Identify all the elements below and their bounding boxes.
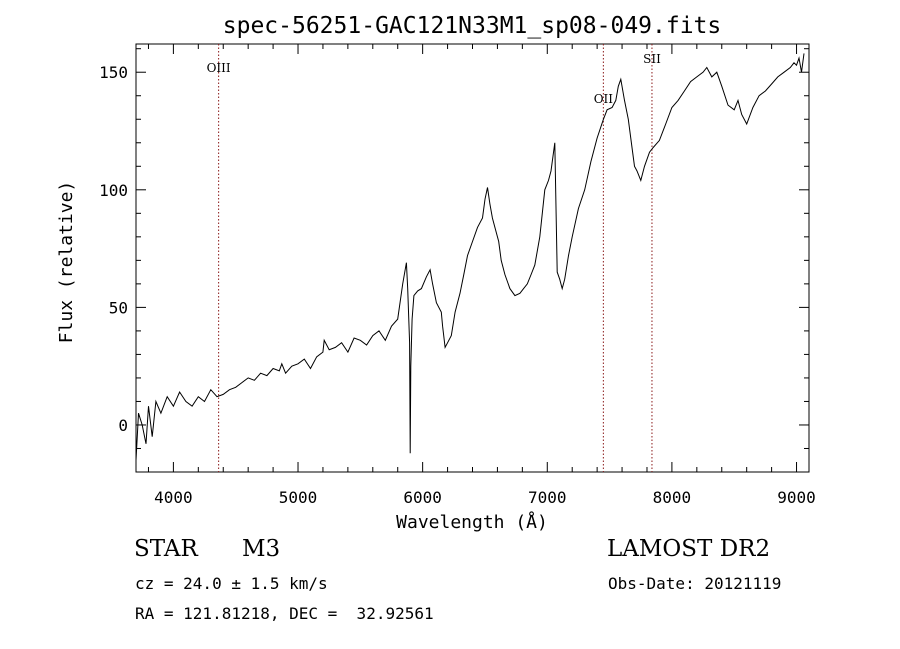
x-axis-label: Wavelength (Å) — [396, 511, 548, 533]
y-tick-label: 50 — [109, 298, 128, 317]
x-tick-label: 9000 — [777, 488, 816, 507]
axis-ticks: 4000 5000 6000 7000 8000 9000 0 50 100 150 — [99, 44, 816, 507]
line-marker-label: OIII — [207, 61, 231, 75]
x-tick-label: 4000 — [154, 488, 193, 507]
star-subclass: M3 — [242, 536, 281, 562]
x-tick-label: 7000 — [528, 488, 567, 507]
plot-frame — [135, 43, 810, 473]
observation-date: Obs-Date: 20121119 — [608, 574, 782, 593]
line-marker-label: SII — [643, 52, 661, 66]
x-tick-label: 5000 — [279, 488, 318, 507]
y-axis-label: Flux (relative) — [56, 181, 77, 344]
spectrum-line — [135, 53, 805, 461]
survey-name: LAMOST DR2 — [607, 536, 771, 562]
coordinates-readout: RA = 121.81218, DEC = 32.92561 — [135, 604, 434, 623]
y-tick-label: 100 — [99, 181, 128, 200]
chart-title: spec-56251-GAC121N33M1_sp08-049.fits — [223, 13, 722, 39]
star-class: STAR — [134, 536, 198, 562]
velocity-readout: cz = 24.0 ± 1.5 km/s — [135, 574, 328, 593]
y-tick-label: 0 — [118, 416, 128, 435]
line-marker-label: OII — [594, 92, 614, 106]
line-marker-layer: OIII OII SII — [207, 44, 661, 472]
y-tick-label: 150 — [99, 63, 128, 82]
x-tick-label: 6000 — [403, 488, 442, 507]
x-tick-label: 8000 — [653, 488, 692, 507]
